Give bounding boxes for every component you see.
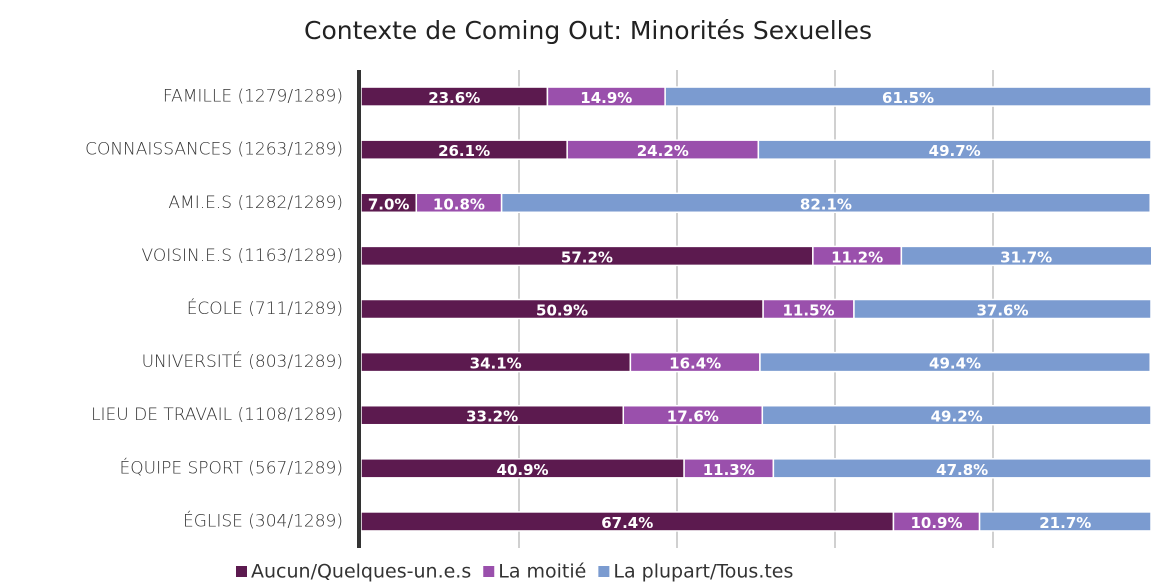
legend-label: Aucun/Quelques-un.e.s (251, 561, 471, 583)
value-label: 26.1% (438, 142, 490, 160)
value-label: 82.1% (800, 195, 852, 213)
value-label: 50.9% (536, 302, 588, 320)
value-label: 47.8% (936, 461, 988, 479)
value-label: 14.9% (580, 89, 632, 107)
bar-segment (978, 511, 1151, 532)
bar-segment (772, 458, 1151, 479)
bar-segment (500, 192, 1151, 214)
value-label: 57.2% (561, 248, 613, 266)
value-label: 11.2% (831, 248, 883, 266)
value-label: 49.4% (929, 355, 981, 373)
y-tick-label: AMI.E.S (1282/1289) (168, 193, 343, 213)
y-tick-label: ÉGLISE (304/1289) (183, 509, 343, 531)
value-label: 7.0% (368, 195, 410, 213)
value-label: 10.9% (910, 514, 962, 532)
y-tick-label: LIEU DE TRAVAIL (1108/1289) (91, 405, 343, 425)
bar-segment (664, 86, 1151, 107)
legend-swatch (236, 566, 247, 577)
y-tick-label: FAMILLE (1279/1289) (163, 87, 343, 107)
value-label: 49.7% (929, 142, 981, 160)
bar-segment (900, 245, 1151, 267)
value-label: 67.4% (601, 514, 653, 532)
legend-swatch (598, 566, 610, 577)
value-label: 17.6% (667, 408, 719, 426)
legend-swatch (483, 566, 495, 577)
bar-segment (853, 298, 1151, 320)
y-tick-label: CONNAISSANCES (1263/1289) (85, 140, 343, 160)
bar-segment (757, 139, 1151, 160)
y-tick-label: ÉQUIPE SPORT (567/1289) (120, 456, 343, 478)
value-label: 11.3% (703, 461, 755, 479)
bar-segment (761, 404, 1151, 426)
y-tick-label: UNIVERSITÉ (803/1289) (142, 350, 343, 372)
value-label: 10.8% (433, 195, 485, 213)
bar-segment (759, 351, 1151, 373)
value-label: 37.6% (976, 302, 1028, 320)
value-label: 23.6% (428, 89, 480, 107)
value-label: 21.7% (1039, 514, 1091, 532)
value-label: 61.5% (882, 89, 934, 107)
y-tick-label: ÉCOLE (711/1289) (187, 297, 343, 319)
value-label: 24.2% (637, 142, 689, 160)
value-label: 11.5% (783, 302, 835, 320)
y-tick-label: VOISIN.E.S (1163/1289) (141, 246, 343, 266)
value-label: 49.2% (931, 408, 983, 426)
legend-label: La plupart/Tous.tes (613, 561, 793, 583)
chart-title: Contexte de Coming Out: Minorités Sexuel… (304, 16, 872, 45)
value-label: 16.4% (669, 355, 721, 373)
value-label: 34.1% (470, 355, 522, 373)
legend-label: La moitié (498, 561, 586, 583)
value-label: 40.9% (497, 461, 549, 479)
value-label: 31.7% (1000, 248, 1052, 266)
value-label: 33.2% (466, 408, 518, 426)
